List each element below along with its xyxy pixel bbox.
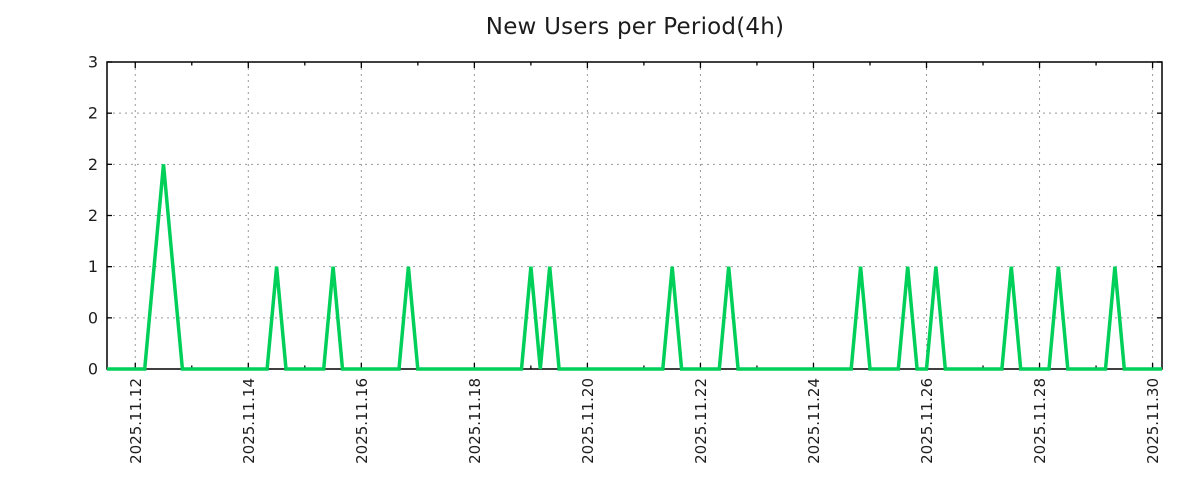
- y-tick-label: 2: [88, 104, 98, 123]
- x-axis-tick-labels: 2025.11.12 2025.11.14 2025.11.16 2025.11.18…: [127, 378, 1162, 464]
- x-tick-label: 2025.11.28: [1031, 378, 1049, 464]
- x-tick-label: 2025.11.30: [1144, 378, 1162, 464]
- x-tick-label: 2025.11.24: [805, 378, 823, 464]
- x-tick-label: 2025.11.16: [353, 378, 371, 464]
- y-axis-tick-labels: 0 0 1 2 2 2 3: [88, 53, 98, 379]
- y-tick-label: 0: [88, 360, 98, 379]
- plot-border: [106, 61, 1163, 370]
- grid-lines: [107, 62, 1162, 369]
- y-tick-label: 0: [88, 308, 98, 327]
- y-tick-label: 3: [88, 53, 98, 72]
- chart-title: New Users per Period(4h): [485, 14, 785, 40]
- x-tick-label: 2025.11.18: [466, 378, 484, 464]
- x-tick-label: 2025.11.20: [579, 378, 597, 464]
- x-tick-label: 2025.11.14: [240, 378, 258, 464]
- y-tick-label: 1: [88, 257, 98, 276]
- x-tick-label: 2025.11.22: [692, 378, 710, 464]
- x-tick-label: 2025.11.12: [127, 378, 145, 464]
- y-tick-label: 2: [88, 206, 98, 225]
- x-tick-label: 2025.11.26: [918, 378, 936, 464]
- axis-ticks: [107, 61, 1162, 370]
- y-tick-label: 2: [88, 155, 98, 174]
- series-line: [107, 164, 1162, 371]
